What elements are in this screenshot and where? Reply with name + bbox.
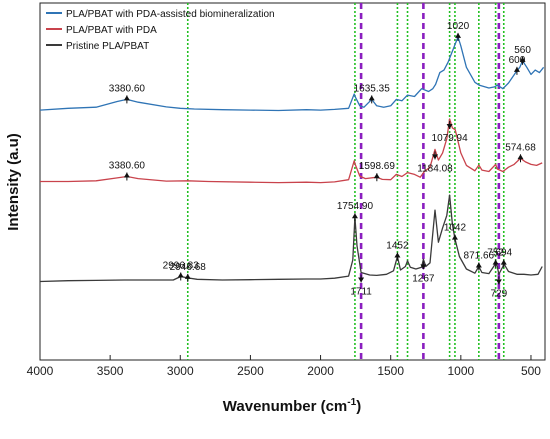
x-axis-title-main: Wavenumber (cm — [223, 398, 347, 415]
peak-label: 1598.69 — [359, 161, 396, 172]
peak-label: 1711 — [350, 287, 372, 298]
x-axis-title-close: ) — [356, 398, 361, 415]
x-tick-label-2000: 2000 — [307, 364, 334, 378]
peak-annotation-17: 752 — [487, 248, 504, 268]
plot-frame — [39, 2, 546, 361]
x-tick-label-2500: 2500 — [237, 364, 264, 378]
peak-label: 3380.60 — [109, 83, 146, 94]
legend-label-biomineralization: PLA/PBAT with PDA-assisted biomineraliza… — [66, 9, 275, 20]
peak-label: 729 — [491, 288, 508, 299]
x-axis-ticks: 4000 3500 3000 2500 2000 1500 1000 500 — [27, 355, 541, 378]
peak-annotation-9: 1079.94 — [432, 121, 469, 144]
peak-label: 694 — [495, 248, 512, 259]
peak-annotation-4: 600 — [509, 55, 526, 75]
reference-lines — [186, 3, 505, 360]
peak-label: 871.66 — [464, 250, 495, 261]
peak-label: 1079.94 — [432, 133, 469, 144]
series-biomineralization — [39, 36, 545, 112]
series-pda — [40, 118, 543, 184]
peak-annotation-1: 3380.60 — [109, 83, 146, 104]
peak-annotation-2: 1635.35 — [354, 83, 391, 104]
peak-label: 1267 — [412, 273, 435, 284]
peak-label: 3380.60 — [109, 161, 146, 172]
peak-label: 752 — [487, 248, 504, 259]
peak-label: 2996.83 — [163, 260, 200, 271]
legend: PLA/PBAT with PDA-assisted biomineraliza… — [46, 9, 275, 52]
peak-label: 1184.08 — [417, 163, 453, 174]
peak-annotation-15: 1042 — [444, 223, 467, 243]
legend-label-pristine: Pristine PLA/PBAT — [66, 41, 149, 52]
x-tick-label-500: 500 — [521, 364, 541, 378]
y-axis-title: Intensity (a.u) — [5, 133, 22, 231]
peak-label: 1020 — [447, 21, 470, 32]
peak-annotation-8: 1184.08 — [417, 151, 453, 174]
peak-annotation-10: 574.68 — [505, 142, 536, 163]
peak-annotation-13: 2996.83 — [163, 260, 200, 281]
peak-annotation-11: 1754.90 — [337, 201, 374, 222]
peak-annotation-16: 871.66 — [464, 250, 495, 271]
peak-annotation-20: 1267 — [412, 261, 435, 284]
peak-annotation-21: 729 — [491, 276, 508, 299]
peak-label: 1754.90 — [337, 201, 374, 212]
peak-label: 600 — [509, 55, 526, 66]
peak-annotation-12: 2946.68 — [170, 262, 207, 282]
peak-annotation-14: 1452 — [386, 240, 409, 261]
peak-annotation-5: 560 — [514, 45, 531, 65]
series-pristine — [39, 194, 543, 283]
peak-label: 1452 — [386, 240, 409, 251]
legend-label-pda: PLA/PBAT with PDA — [66, 25, 157, 36]
x-tick-label-1000: 1000 — [447, 364, 474, 378]
x-tick-label-3000: 3000 — [167, 364, 194, 378]
peak-label: 560 — [514, 45, 531, 56]
peak-annotation-3: 1020 — [447, 21, 470, 41]
x-axis-title-sup: -1 — [347, 397, 356, 408]
series-group — [39, 36, 545, 283]
x-tick-label-4000: 4000 — [27, 364, 54, 378]
x-tick-label-3500: 3500 — [97, 364, 124, 378]
peak-annotation-6: 3380.60 — [109, 161, 146, 181]
peak-annotation-7: 1598.69 — [359, 161, 396, 182]
peak-annotation-19: 1711 — [350, 274, 372, 298]
peak-label: 1042 — [444, 223, 467, 234]
peak-label: 574.68 — [505, 142, 536, 153]
x-tick-label-1500: 1500 — [377, 364, 404, 378]
x-axis-title: Wavenumber (cm-1) — [223, 397, 361, 415]
peak-label: 1635.35 — [354, 83, 391, 94]
peak-label: 2946.68 — [170, 262, 207, 273]
peak-annotation-18: 694 — [495, 248, 513, 268]
